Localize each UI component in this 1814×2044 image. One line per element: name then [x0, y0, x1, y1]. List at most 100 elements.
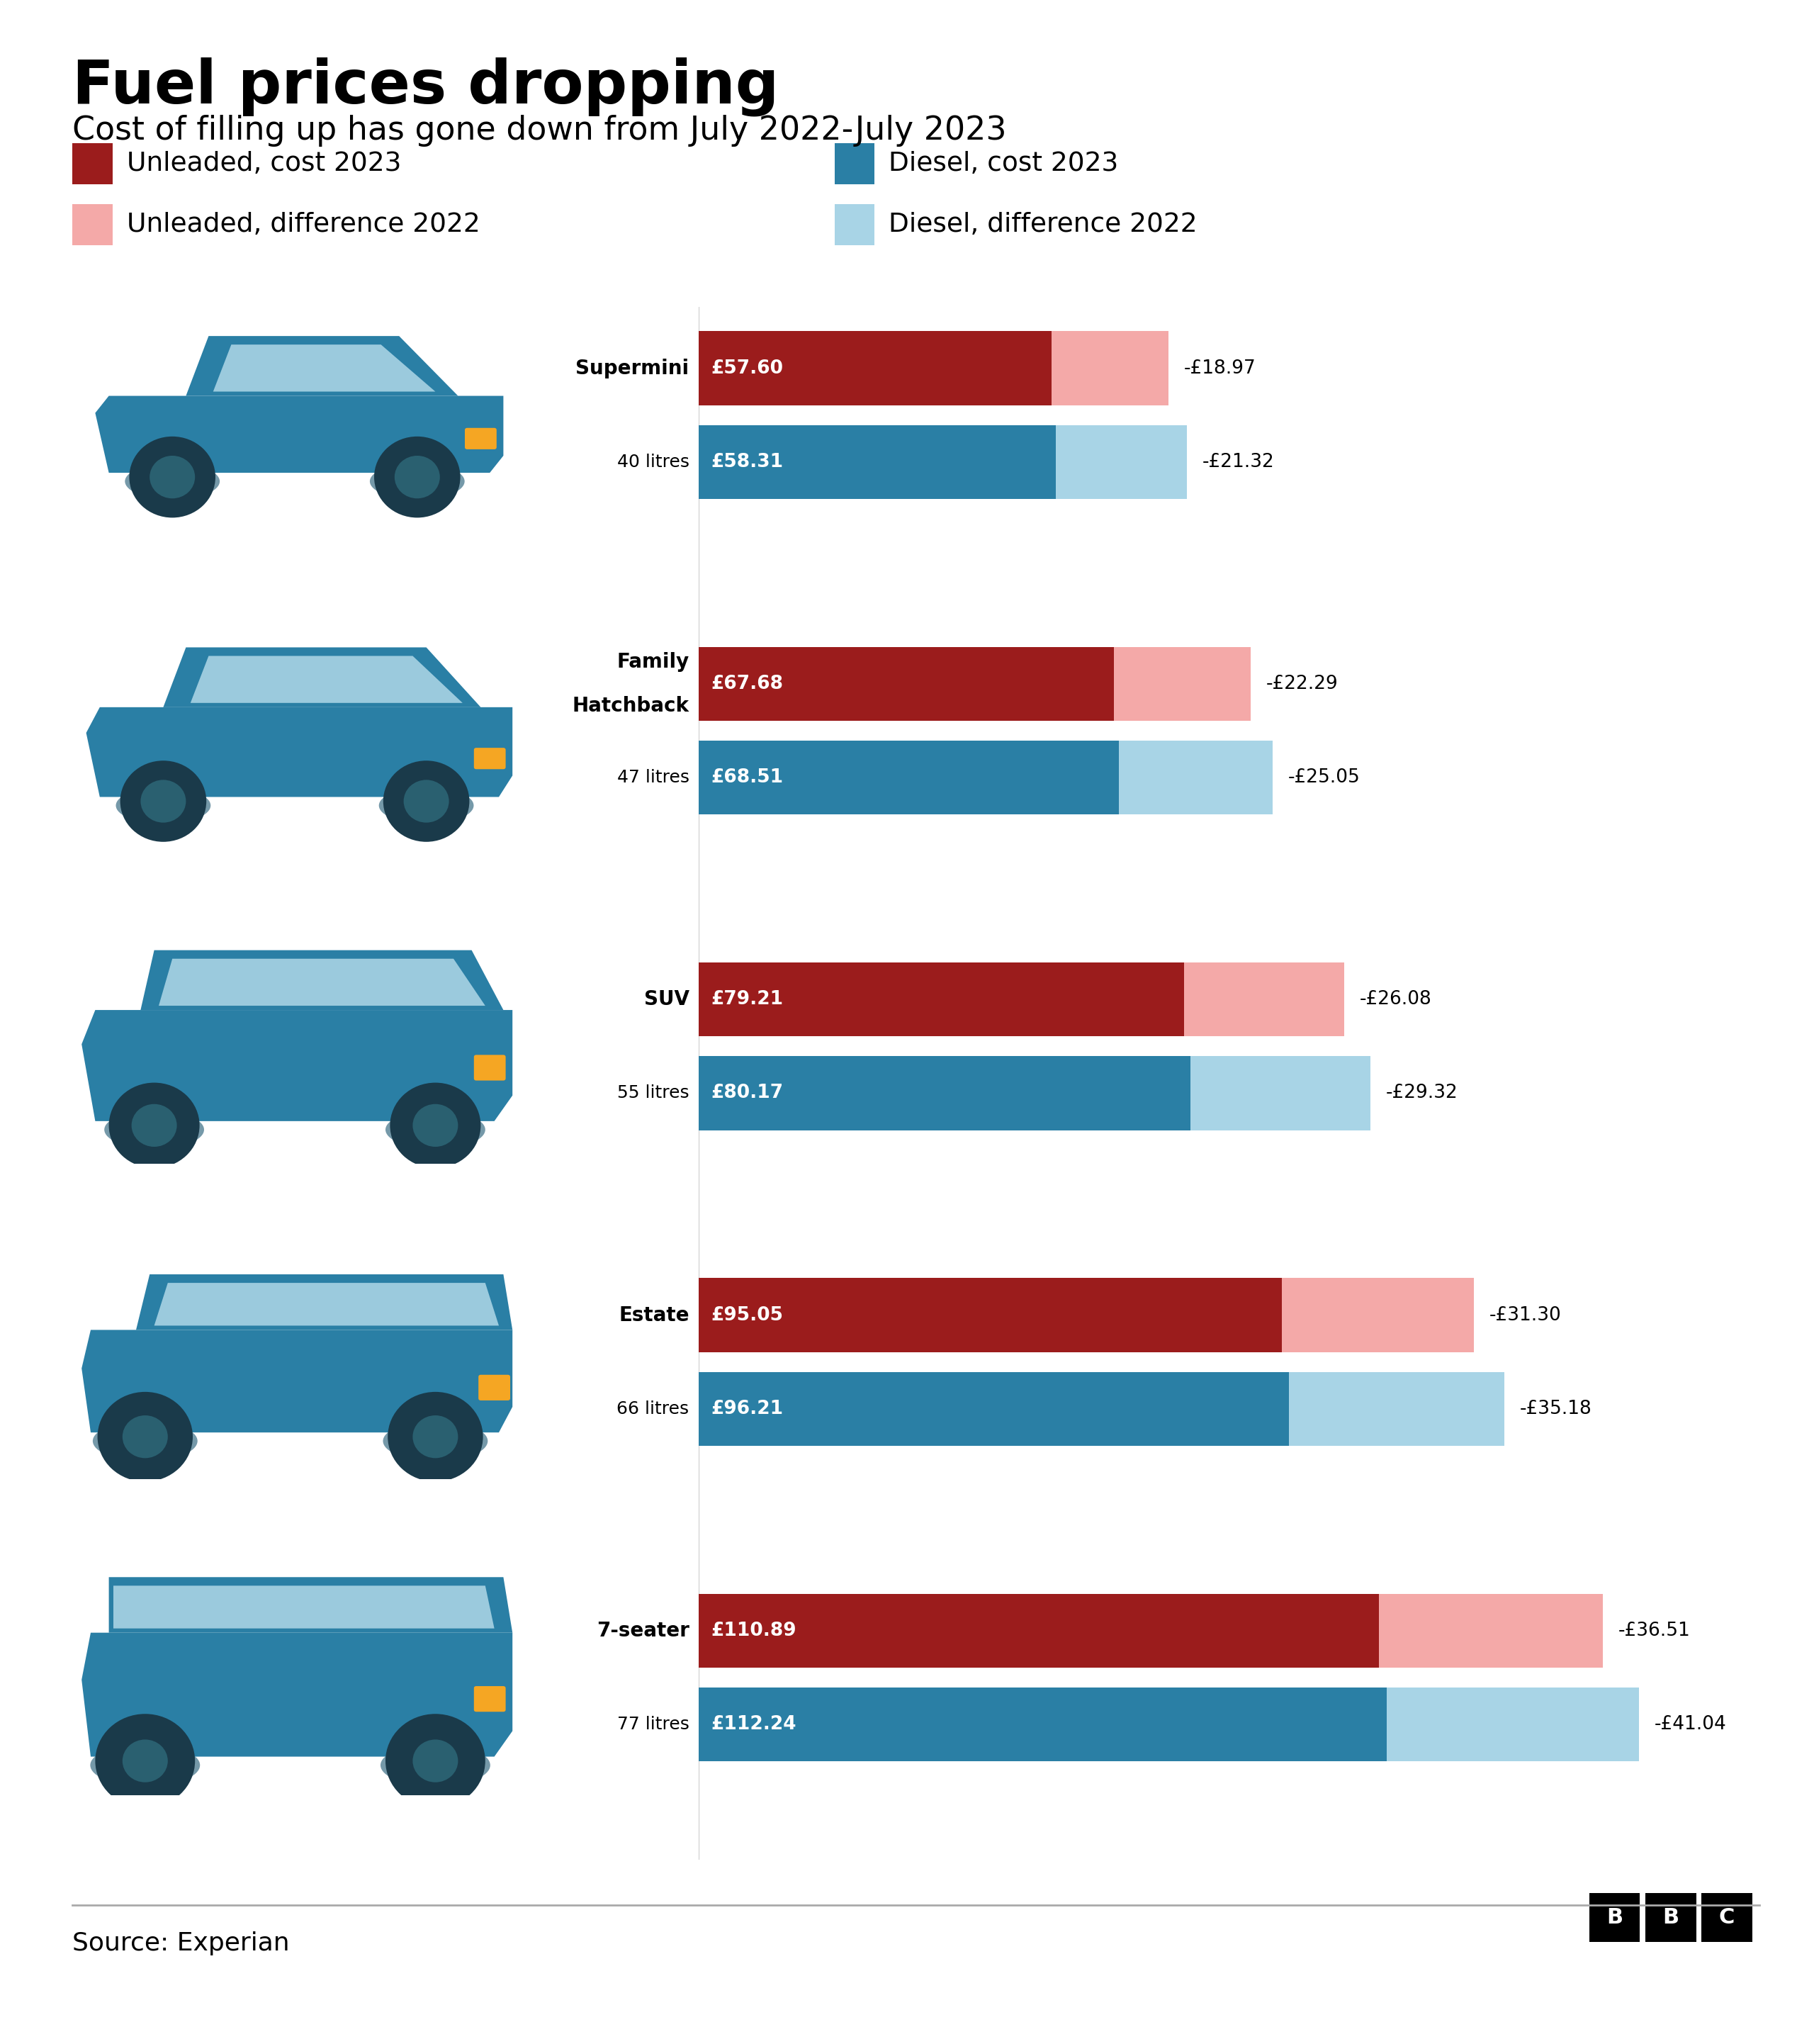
Circle shape: [414, 1739, 459, 1782]
Bar: [698, 1688, 1388, 1762]
Bar: [698, 963, 1185, 1036]
Circle shape: [374, 437, 461, 517]
Text: -£25.05: -£25.05: [1288, 769, 1360, 787]
Text: -£18.97: -£18.97: [1183, 360, 1255, 378]
Bar: [698, 646, 1114, 722]
Text: SUV: SUV: [644, 989, 689, 1010]
Text: £80.17: £80.17: [711, 1083, 784, 1102]
Ellipse shape: [381, 1744, 490, 1786]
Text: -£35.18: -£35.18: [1520, 1400, 1593, 1419]
Ellipse shape: [93, 1421, 198, 1461]
Text: £95.05: £95.05: [711, 1306, 784, 1325]
Bar: [1281, 1278, 1473, 1351]
Bar: [698, 331, 1052, 405]
Circle shape: [96, 1715, 196, 1809]
Bar: [1288, 1372, 1504, 1445]
Text: Hatchback: Hatchback: [571, 697, 689, 715]
Polygon shape: [163, 648, 481, 707]
Text: 66 litres: 66 litres: [617, 1400, 689, 1416]
Text: 7-seater: 7-seater: [597, 1621, 689, 1641]
Polygon shape: [82, 1010, 513, 1120]
Ellipse shape: [383, 1421, 488, 1461]
Text: -£21.32: -£21.32: [1203, 452, 1275, 472]
Polygon shape: [141, 950, 504, 1010]
Circle shape: [414, 1414, 459, 1457]
Circle shape: [132, 1104, 178, 1147]
Polygon shape: [136, 1273, 513, 1331]
Circle shape: [383, 760, 470, 842]
FancyBboxPatch shape: [479, 1376, 510, 1400]
Bar: [1119, 740, 1272, 816]
Text: Cost of filling up has gone down from July 2022-July 2023: Cost of filling up has gone down from Ju…: [73, 114, 1007, 147]
Text: £58.31: £58.31: [711, 452, 784, 472]
Polygon shape: [96, 397, 504, 472]
Text: £112.24: £112.24: [711, 1715, 796, 1733]
Polygon shape: [82, 1331, 513, 1433]
Bar: [1052, 331, 1168, 405]
Bar: [698, 1278, 1281, 1351]
Text: Fuel prices dropping: Fuel prices dropping: [73, 57, 780, 117]
Polygon shape: [82, 1633, 513, 1756]
Text: Diesel, difference 2022: Diesel, difference 2022: [889, 213, 1197, 237]
Bar: [1056, 425, 1186, 499]
Circle shape: [141, 781, 187, 822]
Ellipse shape: [379, 787, 473, 824]
Text: 55 litres: 55 litres: [617, 1085, 689, 1102]
Text: £67.68: £67.68: [711, 675, 784, 693]
FancyBboxPatch shape: [473, 748, 506, 769]
Text: £110.89: £110.89: [711, 1621, 796, 1639]
Polygon shape: [190, 656, 463, 703]
Circle shape: [390, 1083, 481, 1167]
Bar: [1114, 646, 1250, 722]
FancyBboxPatch shape: [473, 1055, 506, 1081]
Circle shape: [405, 781, 450, 822]
Bar: [1388, 1688, 1638, 1762]
Text: C: C: [1720, 1907, 1734, 1927]
Ellipse shape: [91, 1744, 200, 1786]
Text: Estate: Estate: [619, 1306, 689, 1325]
Polygon shape: [154, 1284, 499, 1327]
Bar: [698, 1372, 1288, 1445]
Polygon shape: [214, 345, 435, 392]
Text: Source: Experian: Source: Experian: [73, 1932, 290, 1956]
Text: 47 litres: 47 litres: [617, 769, 689, 787]
Bar: [1185, 963, 1344, 1036]
Text: B: B: [1662, 1907, 1680, 1927]
Text: -£26.08: -£26.08: [1360, 989, 1431, 1008]
Circle shape: [414, 1104, 459, 1147]
FancyBboxPatch shape: [464, 427, 497, 450]
Circle shape: [98, 1392, 192, 1482]
Polygon shape: [160, 959, 486, 1006]
Text: Family: Family: [617, 652, 689, 672]
Bar: [1190, 1057, 1370, 1130]
Text: Unleaded, cost 2023: Unleaded, cost 2023: [127, 151, 401, 176]
Ellipse shape: [386, 1110, 486, 1149]
Circle shape: [109, 1083, 200, 1167]
Circle shape: [129, 437, 216, 517]
Bar: [698, 1057, 1190, 1130]
FancyBboxPatch shape: [473, 1686, 506, 1711]
Text: -£29.32: -£29.32: [1386, 1083, 1458, 1102]
Text: Supermini: Supermini: [575, 358, 689, 378]
Bar: [698, 740, 1119, 816]
Text: £96.21: £96.21: [711, 1400, 784, 1419]
Circle shape: [386, 1715, 486, 1809]
Ellipse shape: [116, 787, 210, 824]
Text: £57.60: £57.60: [711, 360, 784, 378]
Text: -£31.30: -£31.30: [1489, 1306, 1562, 1325]
Ellipse shape: [370, 464, 464, 499]
Ellipse shape: [125, 464, 219, 499]
Text: B: B: [1605, 1907, 1624, 1927]
Circle shape: [395, 456, 441, 499]
Circle shape: [123, 1739, 169, 1782]
Circle shape: [123, 1414, 169, 1457]
Text: Diesel, cost 2023: Diesel, cost 2023: [889, 151, 1119, 176]
Bar: [698, 425, 1056, 499]
Polygon shape: [187, 335, 459, 397]
Ellipse shape: [103, 1110, 205, 1149]
Bar: [1379, 1594, 1604, 1668]
Text: £79.21: £79.21: [711, 989, 784, 1008]
Text: 40 litres: 40 litres: [617, 454, 689, 470]
Text: -£22.29: -£22.29: [1266, 675, 1339, 693]
Text: 77 litres: 77 litres: [617, 1715, 689, 1733]
